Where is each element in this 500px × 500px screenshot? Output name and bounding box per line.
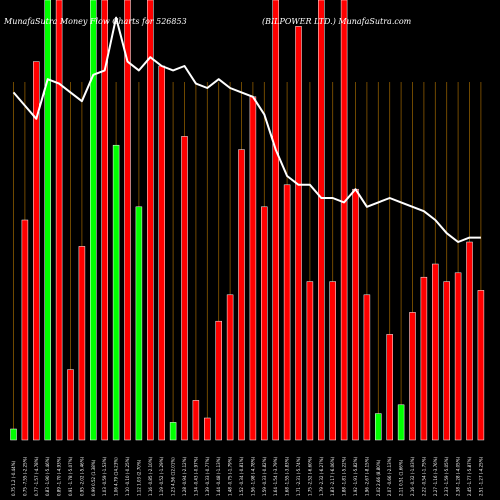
- x-tick-label: 0.77 -1.57 (-4.78%): [34, 456, 39, 496]
- bar-outflow: [101, 0, 108, 441]
- x-tick-label: 1.48 -0.75 (-1.79%): [228, 456, 233, 496]
- x-tick-label: 1.44 -0.48 (-1.13%): [216, 456, 221, 496]
- bar-outflow: [147, 0, 154, 441]
- bar-outflow: [204, 417, 211, 441]
- x-tick-label: 1.06 4.79 (14.23%): [114, 457, 119, 496]
- bar-outflow: [420, 276, 428, 441]
- bar-outflow: [432, 263, 439, 441]
- x-tick-label: 0.89 -1.70 (-4.93%): [57, 456, 62, 496]
- bar-inflow: [169, 422, 177, 441]
- bar-inflow: [90, 0, 97, 441]
- x-tick-label: 1.28 -0.94 (-2.12%): [182, 456, 187, 496]
- bar-outflow: [261, 206, 268, 441]
- x-tick-label: 1.16 -0.85 (-2.10%): [148, 456, 153, 496]
- x-tick-label: 2.38 -1.28 (-4.05%): [456, 456, 461, 496]
- bar-outflow: [329, 281, 336, 441]
- bar-outflow: [295, 26, 302, 441]
- x-tick-label: 2.45 -1.77 (-5.87%): [467, 456, 472, 496]
- bar-inflow: [397, 404, 405, 441]
- bar-outflow: [124, 0, 131, 441]
- bar-outflow: [386, 334, 393, 441]
- x-tick-label: 2.22 -0.54 (-1.75%): [421, 456, 426, 496]
- bar-outflow: [67, 369, 74, 441]
- x-tick-label: 1.56 -1.98 (-4.78%): [250, 456, 255, 496]
- x-tick-label: 1.19 -0.52 (-1.29%): [159, 456, 164, 496]
- bar-outflow: [454, 272, 462, 441]
- x-tick-label: 1.39 -0.33 (-0.77%): [205, 456, 210, 496]
- bar-outflow: [33, 61, 40, 441]
- x-tick-label: 0.75 1.2 (-0.44%): [11, 460, 16, 496]
- x-tick-label: 1.79 -2.32 (-6.27%): [319, 456, 324, 496]
- bar-outflow: [477, 290, 485, 441]
- bar-outflow: [283, 184, 291, 441]
- bar-outflow: [215, 320, 222, 441]
- bar-outflow: [272, 0, 279, 441]
- chart-title-left: MunafaSutra Money Flow Charts for 526853: [3, 17, 187, 26]
- x-tick-label: 1.64 -1.54 (-3.79%): [273, 456, 278, 496]
- bar-outflow: [340, 0, 348, 441]
- x-tick-label: 2.07 -0.66 (-2.13%): [387, 456, 392, 496]
- x-tick-label: 1.75 -2.52 (-6.60%): [307, 456, 312, 496]
- x-tick-label: 1.71 -2.31 (-5.74%): [296, 456, 301, 496]
- x-tick-label: 0.95 -2.02 (-5.46%): [79, 456, 84, 496]
- x-tick-label: 2.51 -1.27 (-4.25%): [478, 456, 483, 496]
- x-tick-label: 1.59 -0.33 (-0.82%): [262, 456, 267, 496]
- x-tick-label: 1.83 -2.17 (-6.06%): [330, 456, 335, 496]
- x-tick-label: 1.12 1.03 (2.70%): [136, 459, 141, 496]
- chart-title-right: (BILPOWER LTD.) MunafaSutra.com: [262, 17, 412, 26]
- bar-outflow: [466, 241, 473, 441]
- x-tick-label: 0.75 -7.55 (-2.25%): [22, 456, 27, 496]
- bar-outflow: [363, 294, 371, 441]
- bars: [10, 0, 485, 441]
- bar-inflow: [135, 206, 143, 441]
- x-tick-label: 2.16 -0.32 (-1.03%): [410, 456, 415, 496]
- bar-outflow: [226, 294, 234, 441]
- money-flow-line: [12, 16, 481, 243]
- x-tick-labels: 0.75 1.2 (-0.44%) 0.75 -7.55 (-2.25%) 0.77…: [11, 456, 483, 496]
- bar-inflow: [375, 413, 382, 441]
- x-tick-label: 2.11 0.51 (1.66%): [399, 459, 404, 496]
- bar-outflow: [249, 96, 257, 441]
- x-tick-label: 1.34 -0.43 (-0.97%): [193, 456, 198, 496]
- x-tick-label: 1.52 -0.34 (-0.81%): [239, 456, 244, 496]
- bar-outflow: [352, 188, 359, 441]
- x-tick-label: 1.96 -2.67 (-8.15%): [364, 456, 369, 496]
- bar-outflow: [318, 0, 325, 441]
- bar-inflow: [112, 144, 120, 441]
- x-tick-label: 1.23 4.56 (12.01%): [171, 457, 176, 496]
- bar-outflow: [409, 312, 416, 441]
- bar-outflow: [55, 0, 63, 441]
- bar-inflow: [44, 0, 51, 441]
- x-tick-label: 0.91 -1.78 (-5.07%): [68, 456, 73, 496]
- x-tick-label: 0.99 0.52 (1.38%): [91, 459, 96, 496]
- bar-outflow: [158, 65, 165, 441]
- bar-outflow: [306, 281, 314, 441]
- bar-outflow: [192, 400, 200, 441]
- money-flow-line-group: [12, 16, 481, 243]
- bar-outflow: [181, 136, 188, 441]
- x-tick-label: 2.33 -1.59 (-5.05%): [444, 456, 449, 496]
- bar-inflow: [10, 428, 17, 441]
- bar-outflow: [21, 219, 29, 441]
- bar-outflow: [443, 281, 450, 441]
- x-tick-label: 1.88 -1.81 (-5.22%): [342, 456, 347, 496]
- bar-outflow: [238, 149, 245, 441]
- x-tick-label: 0.83 -1.90 (-5.46%): [45, 456, 50, 496]
- x-tick-label: 1.92 -1.91 (-5.82%): [353, 456, 358, 496]
- x-tick-label: 1.03 -0.59 (-1.53%): [102, 456, 107, 496]
- x-tick-label: 2.02 2.66 (8.80%): [376, 459, 381, 496]
- x-tick-label: 1.68 -1.55 (-3.83%): [285, 456, 290, 496]
- x-tick-label: 1.10 -0.10 (-0.25%): [125, 456, 130, 496]
- bar-outflow: [78, 246, 86, 441]
- x-tick-label: 2.27 -1.16 (-3.76%): [433, 456, 438, 496]
